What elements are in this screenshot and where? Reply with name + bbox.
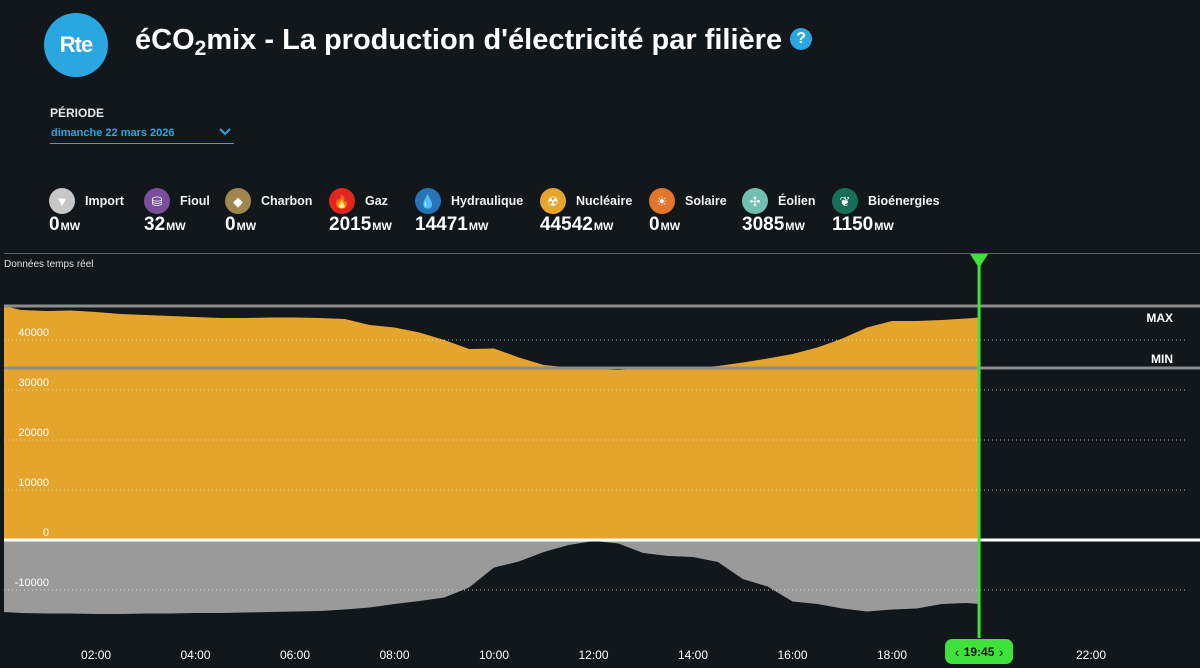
- eolien-icon-glyph: ✣: [749, 193, 761, 209]
- hydraulique-icon-glyph: 💧: [419, 193, 437, 209]
- source-value-unit: MW: [60, 221, 81, 233]
- x-tick-label: 16:00: [777, 648, 807, 662]
- x-tick-label: 22:00: [1076, 648, 1106, 662]
- source-name: Import: [85, 194, 124, 208]
- source-value: 0MW: [49, 214, 80, 236]
- source-value: 0MW: [225, 214, 256, 236]
- eolien-icon: ✣: [742, 188, 768, 214]
- fioul-icon: ⛁: [144, 188, 170, 214]
- x-tick-label: 06:00: [280, 648, 310, 662]
- source-name: Gaz: [365, 194, 388, 208]
- exports-area: [4, 540, 980, 614]
- source-value-number: 3085: [742, 214, 785, 235]
- source-name: Bioénergies: [868, 194, 940, 208]
- nucleaire-icon: ☢: [540, 188, 566, 214]
- source-value-unit: MW: [874, 221, 894, 233]
- solaire-icon-glyph: ☀: [656, 193, 668, 209]
- time-cursor-handle: [970, 254, 989, 268]
- min-label: MIN: [1151, 352, 1173, 366]
- source-value-unit: MW: [660, 221, 681, 233]
- charbon-icon: ◆: [225, 188, 251, 214]
- source-value-number: 0: [49, 214, 60, 235]
- y-tick-label: 10000: [18, 477, 49, 489]
- page-title: éCO2mix - La production d'électricité pa…: [135, 24, 813, 59]
- x-tick-label: 10:00: [479, 648, 509, 662]
- divider: [4, 253, 1200, 254]
- x-tick-label: 14:00: [678, 648, 708, 662]
- source-name: Éolien: [778, 194, 816, 208]
- x-tick-label: 08:00: [380, 648, 410, 662]
- charbon-icon-glyph: ◆: [233, 193, 243, 209]
- nucleaire-icon-glyph: ☢: [547, 193, 559, 209]
- source-value-unit: MW: [166, 221, 186, 233]
- source-value-number: 14471: [415, 214, 468, 235]
- source-value: 1150MW: [832, 214, 894, 236]
- source-value: 44542MW: [540, 214, 613, 236]
- source-value: 0MW: [649, 214, 680, 236]
- source-value-number: 44542: [540, 214, 593, 235]
- source-value: 32MW: [144, 214, 186, 236]
- import-icon-glyph: ▼: [55, 193, 69, 209]
- max-label: MAX: [1146, 311, 1173, 325]
- source-name: Hydraulique: [451, 194, 524, 208]
- realtime-label: Données temps réel: [4, 259, 94, 270]
- source-value-number: 0: [649, 214, 660, 235]
- production-chart[interactable]: MAX MIN -10000 0 10000 20000 30000 40000 02:00 04…: [0, 250, 1200, 668]
- x-tick-label: 02:00: [81, 648, 111, 662]
- y-tick-label: 40000: [18, 327, 49, 339]
- source-value-unit: MW: [468, 221, 489, 233]
- x-tick-label: 04:00: [181, 648, 211, 662]
- bioenergies-icon-glyph: ❦: [839, 193, 851, 209]
- production-area: [4, 306, 980, 540]
- source-value-number: 2015: [329, 214, 372, 235]
- gaz-icon-glyph: 🔥: [333, 193, 351, 209]
- fioul-icon-glyph: ⛁: [151, 193, 163, 209]
- period-value: dimanche 22 mars 2026: [51, 127, 175, 139]
- source-value-unit: MW: [593, 221, 614, 233]
- y-tick-label: 30000: [18, 377, 49, 389]
- cursor-prev-icon: ‹: [955, 644, 960, 660]
- rte-logo[interactable]: Rte: [44, 13, 108, 77]
- y-tick-label: 0: [43, 527, 49, 539]
- import-icon: ▼: [49, 188, 75, 214]
- chevron-down-icon: [218, 125, 232, 142]
- gaz-icon: 🔥: [329, 188, 355, 214]
- source-value: 2015MW: [329, 214, 392, 236]
- source-value-unit: MW: [236, 221, 257, 233]
- cursor-next-icon: ›: [999, 644, 1004, 660]
- source-value-number: 1150: [832, 214, 874, 235]
- x-tick-label: 12:00: [578, 648, 608, 662]
- period-label: PÉRIODE: [50, 106, 105, 120]
- source-name: Fioul: [180, 194, 210, 208]
- source-value-number: 0: [225, 214, 236, 235]
- source-value-unit: MW: [372, 221, 392, 233]
- source-value: 3085MW: [742, 214, 805, 236]
- source-value-number: 32: [144, 214, 166, 235]
- time-cursor-label: 19:45: [964, 645, 995, 659]
- hydraulique-icon: 💧: [415, 188, 441, 214]
- x-tick-label: 18:00: [877, 648, 907, 662]
- source-name: Solaire: [685, 194, 727, 208]
- source-name: Nucléaire: [576, 194, 633, 208]
- help-icon[interactable]: ?: [790, 28, 813, 51]
- time-cursor-badge[interactable]: [945, 639, 1014, 664]
- source-value: 14471MW: [415, 214, 488, 236]
- y-tick-label: 20000: [18, 427, 49, 439]
- source-legend: ▼ Import 0MW ⛁ Fioul 32MW ◆ Charbon 0MW 🔥 Gaz 2015M…: [0, 188, 1200, 238]
- period-select[interactable]: dimanche 22 mars 2026: [50, 124, 234, 144]
- y-tick-label: -10000: [15, 577, 49, 589]
- source-value-unit: MW: [785, 221, 805, 233]
- source-name: Charbon: [261, 194, 313, 208]
- solaire-icon: ☀: [649, 188, 675, 214]
- bioenergies-icon: ❦: [832, 188, 858, 214]
